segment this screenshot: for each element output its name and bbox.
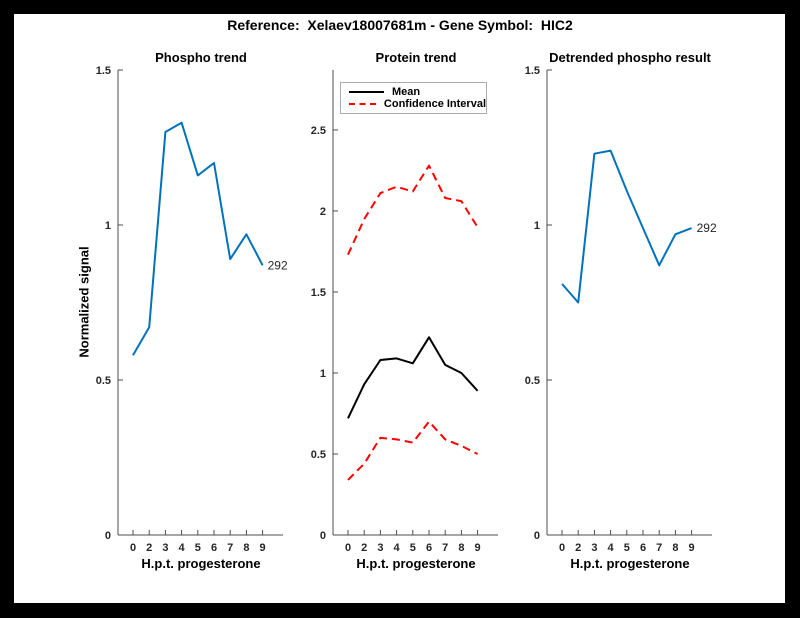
subplot-phospho-trend-title: Phospho trend (155, 50, 247, 65)
x-tick-label: 7 (227, 542, 233, 554)
y-tick-label: 2 (320, 206, 326, 218)
legend-entry-confidence-interval: Confidence Interval (349, 98, 486, 110)
legend-entry-mean: Mean (349, 86, 486, 98)
x-tick-label: 2 (361, 542, 367, 554)
x-tick-label: 3 (591, 542, 597, 554)
x-tick-label: 9 (689, 542, 695, 554)
series-line-detrended-phospho (561, 149, 692, 304)
series-line-mean (347, 336, 479, 419)
x-tick-label: 8 (243, 542, 249, 554)
y-tick-label: 1 (105, 220, 111, 232)
x-tick-label: 3 (377, 542, 383, 554)
x-tick-label: 2 (146, 542, 152, 554)
subplot-2: 0 2 3 4 5 6 7 8 900.511.522.5 (311, 70, 498, 554)
x-tick-label: 9 (260, 542, 266, 554)
x-tick-label: 0 (559, 542, 565, 554)
y-tick-label: 0 (534, 530, 540, 542)
subplot-protein-x-axis-label: H.p.t. progesterone (356, 556, 476, 571)
x-tick-label: 5 (195, 542, 201, 554)
mean-line-swatch-icon (349, 91, 384, 93)
y-axis-label: Normalized signal (76, 246, 92, 358)
series-end-label: 292 (268, 258, 288, 272)
y-tick-label: 1.5 (525, 65, 540, 77)
subplot-detrended-x-axis-label: H.p.t. progesterone (570, 556, 690, 571)
legend-label-mean: Mean (392, 86, 421, 98)
series-line-confidence-interval-lower (347, 420, 479, 481)
x-tick-label: 6 (640, 542, 646, 554)
x-tick-label: 0 (345, 542, 351, 554)
figure-title: Reference: Xelaev18007681m - Gene Symbol… (227, 17, 573, 33)
y-tick-label: 0 (320, 530, 326, 542)
x-tick-label: 4 (608, 542, 615, 554)
x-tick-label: 4 (394, 542, 401, 554)
y-tick-label: 0.5 (311, 449, 326, 461)
subplot-protein-trend-title: Protein trend (375, 50, 457, 65)
series-line-phospho-signal (132, 121, 264, 356)
legend-label-confidence-interval: Confidence Interval (383, 98, 486, 110)
confidence-interval-line-swatch-icon (349, 103, 376, 105)
y-tick-label: 0.5 (525, 375, 540, 387)
x-tick-label: 0 (130, 542, 136, 554)
x-tick-label: 2 (575, 542, 581, 554)
series-end-label: 292 (697, 221, 717, 235)
y-tick-label: 0.5 (96, 375, 111, 387)
x-tick-label: 5 (410, 542, 416, 554)
x-tick-label: 3 (162, 542, 168, 554)
x-tick-label: 8 (458, 542, 464, 554)
y-tick-label: 1.5 (96, 65, 111, 77)
x-tick-label: 7 (656, 542, 662, 554)
x-tick-label: 6 (211, 542, 217, 554)
y-tick-label: 0 (105, 530, 111, 542)
x-tick-label: 4 (179, 542, 186, 554)
subplot-detrended-title: Detrended phospho result (549, 50, 711, 65)
y-tick-label: 2.5 (311, 125, 326, 137)
series-line-confidence-interval-upper (347, 164, 479, 256)
x-tick-label: 5 (624, 542, 630, 554)
legend: Mean Confidence Interval (340, 82, 487, 114)
x-tick-label: 6 (426, 542, 432, 554)
x-tick-label: 8 (672, 542, 678, 554)
y-tick-label: 1.5 (311, 287, 326, 299)
subplot-phospho-x-axis-label: H.p.t. progesterone (141, 556, 261, 571)
y-tick-label: 1 (320, 368, 326, 380)
y-tick-label: 1 (534, 220, 540, 232)
x-tick-label: 7 (442, 542, 448, 554)
x-tick-label: 9 (475, 542, 481, 554)
